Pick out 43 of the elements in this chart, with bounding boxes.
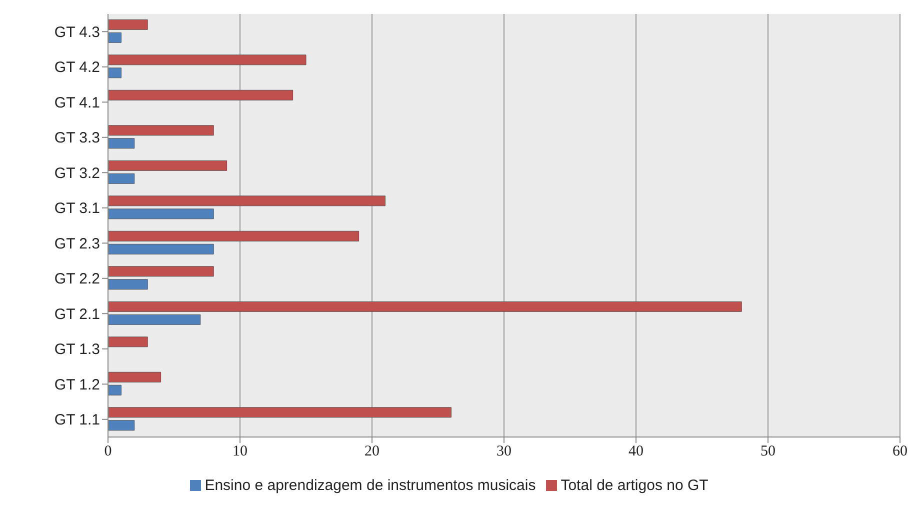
- x-tick-label: 0: [104, 444, 112, 460]
- legend-label: Ensino e aprendizagem de instrumentos musicais: [204, 477, 536, 494]
- y-tick-label: GT 3.1: [54, 200, 100, 218]
- y-tick-label: GT 1.3: [54, 341, 100, 358]
- y-tick-label: GT 3.2: [54, 164, 100, 182]
- bar: [108, 314, 201, 325]
- bar: [108, 244, 214, 254]
- bar: [108, 32, 122, 43]
- bar: [108, 384, 122, 396]
- bar: [108, 173, 135, 184]
- bar: [108, 279, 148, 290]
- bar: [108, 19, 148, 30]
- x-tick-label: 20: [364, 444, 380, 460]
- bar: [108, 125, 214, 136]
- x-tick-label: 40: [628, 444, 644, 460]
- bar: [108, 208, 214, 220]
- x-tick-label: 10: [232, 444, 248, 460]
- x-tick-label: 30: [496, 444, 512, 460]
- bar: [108, 336, 148, 348]
- bar: [108, 160, 228, 171]
- bar: [108, 230, 360, 242]
- bar: [108, 138, 135, 149]
- y-tick-label: GT 2.1: [54, 306, 100, 323]
- x-tick-label: 50: [760, 444, 776, 460]
- bar: [108, 54, 306, 66]
- y-tick-label: GT 3.3: [54, 130, 100, 147]
- y-tick-label: GT 4.1: [54, 94, 100, 112]
- y-tick-label: GT 2.2: [54, 270, 100, 288]
- bar: [108, 301, 742, 312]
- bar: [108, 68, 122, 78]
- y-tick-label: GT 4.2: [54, 59, 100, 76]
- bar: [108, 196, 386, 206]
- bar: [108, 266, 214, 277]
- bar: [108, 420, 135, 431]
- x-tick-label: 60: [892, 444, 908, 460]
- y-tick-label: GT 1.1: [54, 412, 100, 429]
- y-tick-label: GT 4.3: [54, 24, 100, 41]
- y-tick-label: GT 2.3: [54, 235, 100, 252]
- bar: [108, 372, 162, 382]
- bar: [108, 407, 452, 418]
- legend-label: Total de artigos no GT: [560, 477, 708, 494]
- bar: [108, 90, 294, 100]
- y-tick-label: GT 1.2: [54, 376, 100, 394]
